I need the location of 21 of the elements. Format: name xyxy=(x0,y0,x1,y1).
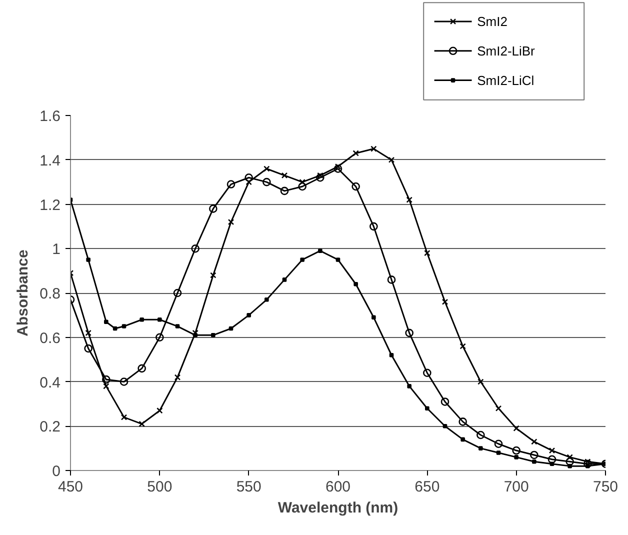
x-tick-label: 500 xyxy=(147,478,172,496)
x-tick-label: 650 xyxy=(414,478,440,496)
y-axis-title: Absorbance xyxy=(14,250,32,336)
y-tick-label: 1.6 xyxy=(40,108,61,125)
x-tick-label: 700 xyxy=(504,478,529,496)
y-tick-label: 0.8 xyxy=(40,286,61,302)
x-tick-label: 750 xyxy=(592,478,618,496)
legend-label: SmI2-LiCl xyxy=(477,72,534,88)
y-tick-label: 0.6 xyxy=(40,330,61,347)
y-tick-label: 0.2 xyxy=(40,418,61,436)
x-axis-title: Wavelength (nm) xyxy=(278,500,398,516)
legend-label: SmI2-LiBr xyxy=(477,43,536,58)
y-tick-label: 1.4 xyxy=(40,152,61,170)
y-tick-label: 0.4 xyxy=(40,374,61,392)
legend-label: SmI2 xyxy=(477,14,508,29)
y-tick-label: 1.2 xyxy=(40,196,61,214)
y-tick-label: 1 xyxy=(52,241,60,258)
y-tick-label: 0 xyxy=(52,463,60,480)
x-tick-label: 600 xyxy=(325,478,351,496)
x-tick-label: 550 xyxy=(236,478,262,496)
x-tick-label: 450 xyxy=(58,478,84,496)
